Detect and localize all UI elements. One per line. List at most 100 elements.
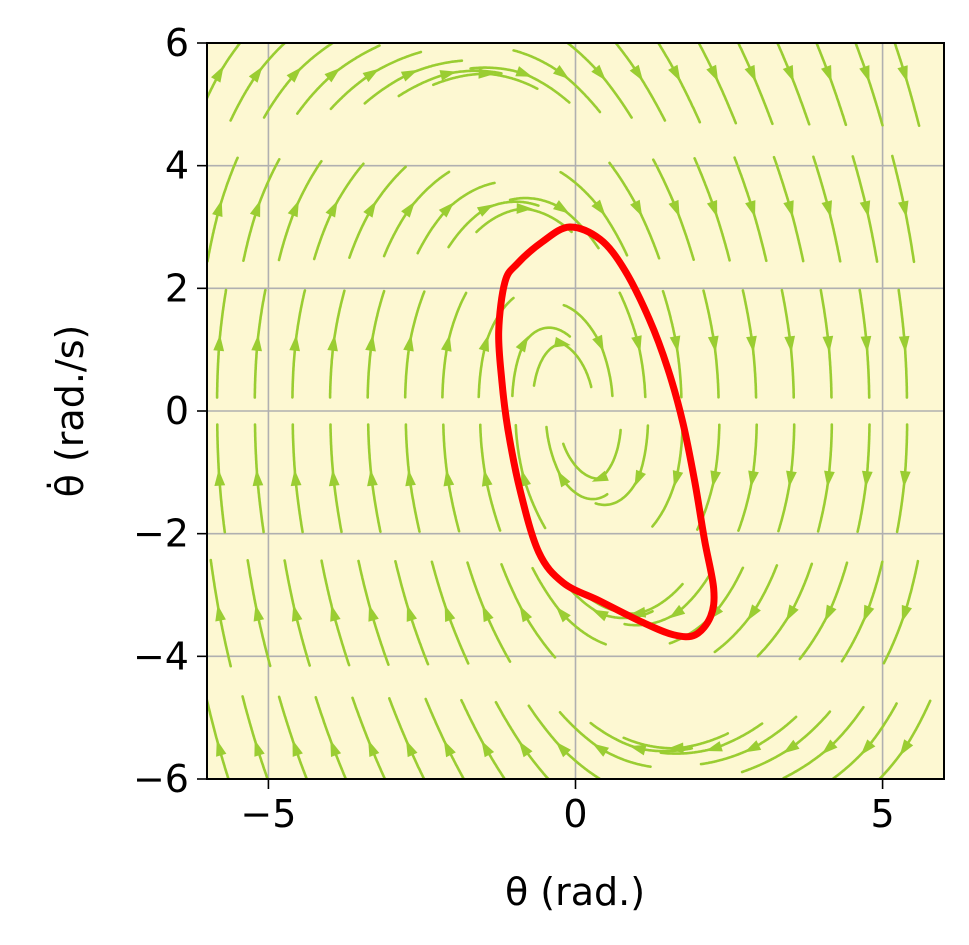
stream-arrow bbox=[824, 470, 835, 488]
stream-arrow bbox=[591, 64, 606, 81]
stream-arrow bbox=[368, 740, 380, 757]
stream-arrow bbox=[556, 606, 571, 623]
stream-arrow bbox=[744, 64, 756, 82]
stream-arrow bbox=[710, 470, 721, 488]
stream-arrow bbox=[330, 739, 342, 757]
stream-arrow bbox=[668, 199, 680, 217]
stream-arrow bbox=[784, 335, 795, 353]
stream-arrow bbox=[515, 66, 533, 77]
stream-arrow bbox=[669, 335, 681, 353]
stream-arrow bbox=[324, 67, 341, 83]
y-axis-label: θ̇ (rad./s) bbox=[47, 325, 92, 498]
stream-arrow bbox=[782, 65, 794, 82]
stream-arrow bbox=[516, 203, 533, 214]
stream-arrow bbox=[287, 200, 299, 218]
stream-arrow bbox=[518, 741, 533, 758]
x-tick-label: −5 bbox=[240, 792, 296, 836]
stream-arrow bbox=[290, 469, 302, 487]
stream-arrow bbox=[821, 739, 838, 755]
stream-arrow bbox=[860, 335, 872, 353]
stream-arrow bbox=[327, 334, 338, 352]
stream-arrow bbox=[747, 604, 761, 621]
x-tick-label: 0 bbox=[563, 792, 587, 836]
stream-arrow bbox=[859, 200, 871, 218]
stream-arrow bbox=[212, 199, 223, 217]
stream-arrow bbox=[901, 604, 912, 622]
stream-arrow bbox=[668, 604, 686, 619]
stream-arrow bbox=[706, 200, 718, 218]
stream-arrow bbox=[478, 68, 495, 79]
stream-arrow bbox=[707, 335, 719, 353]
stream-arrow bbox=[555, 741, 571, 758]
stream-arrow bbox=[401, 201, 415, 218]
stream-arrow bbox=[630, 199, 643, 217]
stream-arrow bbox=[213, 334, 225, 352]
y-tick-label: −2 bbox=[133, 512, 189, 556]
stream-arrow bbox=[860, 739, 876, 756]
stream-arrow bbox=[482, 605, 494, 623]
stream-arrow bbox=[672, 470, 684, 488]
stream-arrow bbox=[591, 609, 609, 622]
stream-arrow bbox=[403, 334, 414, 352]
stream-arrow bbox=[400, 69, 418, 82]
stream-arrow bbox=[859, 65, 870, 83]
stream-arrow bbox=[706, 64, 719, 82]
y-tick-label: −6 bbox=[133, 757, 189, 801]
stream-arrow bbox=[898, 200, 909, 218]
stream-arrow bbox=[520, 469, 531, 487]
stream-arrow bbox=[519, 605, 533, 623]
stream-arrow bbox=[897, 65, 908, 83]
stream-arrow bbox=[746, 335, 757, 353]
stream-arrow bbox=[481, 740, 495, 758]
x-axis-label: θ (rad.) bbox=[505, 870, 645, 914]
stream-arrow bbox=[592, 743, 609, 757]
y-tick-label: 0 bbox=[165, 389, 189, 433]
stream-arrow bbox=[478, 334, 489, 352]
stream-arrow bbox=[368, 604, 379, 622]
stream-arrow bbox=[821, 65, 832, 83]
stream-arrow bbox=[553, 65, 570, 80]
stream-arrow bbox=[251, 334, 262, 352]
stream-arrow bbox=[406, 740, 418, 758]
y-tick-label: −4 bbox=[133, 634, 189, 678]
stream-arrow bbox=[330, 604, 341, 622]
stream-arrow bbox=[481, 469, 493, 487]
stream-arrow bbox=[363, 200, 377, 218]
stream-arrow bbox=[592, 334, 604, 352]
stream-arrow bbox=[668, 64, 681, 82]
stream-arrow bbox=[254, 739, 265, 757]
stream-arrow bbox=[328, 469, 340, 487]
stream-arrow bbox=[439, 70, 457, 81]
stream-arrow bbox=[748, 470, 759, 488]
stream-arrow bbox=[253, 604, 265, 622]
x-tick-label: 5 bbox=[870, 792, 894, 836]
stream-arrow bbox=[325, 200, 338, 218]
limit-cycle-curve bbox=[495, 223, 718, 641]
stream-arrow bbox=[438, 202, 455, 218]
stream-arrow bbox=[822, 335, 834, 353]
stream-arrow bbox=[667, 742, 684, 754]
stream-arrow bbox=[783, 739, 800, 754]
stream-arrow bbox=[557, 470, 571, 488]
stream-arrow bbox=[444, 604, 456, 622]
stream-arrow bbox=[291, 604, 303, 622]
stream-arrow bbox=[214, 469, 226, 486]
stream-arrow bbox=[443, 740, 456, 758]
stream-arrow bbox=[862, 470, 873, 488]
stream-arrow bbox=[286, 67, 302, 83]
stream-arrow bbox=[406, 604, 417, 622]
stream-arrow bbox=[629, 64, 644, 82]
stream-arrow bbox=[289, 334, 300, 352]
stream-arrow bbox=[443, 469, 455, 487]
stream-arrow bbox=[591, 470, 609, 482]
stream-arrow bbox=[629, 745, 647, 756]
stream-arrow bbox=[365, 334, 376, 352]
stream-arrow bbox=[553, 200, 570, 214]
stream-arrow bbox=[553, 336, 571, 348]
stream-arrow bbox=[211, 65, 224, 83]
stream-arrow bbox=[900, 470, 911, 488]
stream-arrow bbox=[362, 68, 380, 83]
axis-ticks: −5 0 5 −6 −4 −2 0 2 4 6 bbox=[133, 21, 895, 836]
stream-arrow bbox=[591, 199, 606, 216]
stream-arrow bbox=[515, 335, 529, 353]
